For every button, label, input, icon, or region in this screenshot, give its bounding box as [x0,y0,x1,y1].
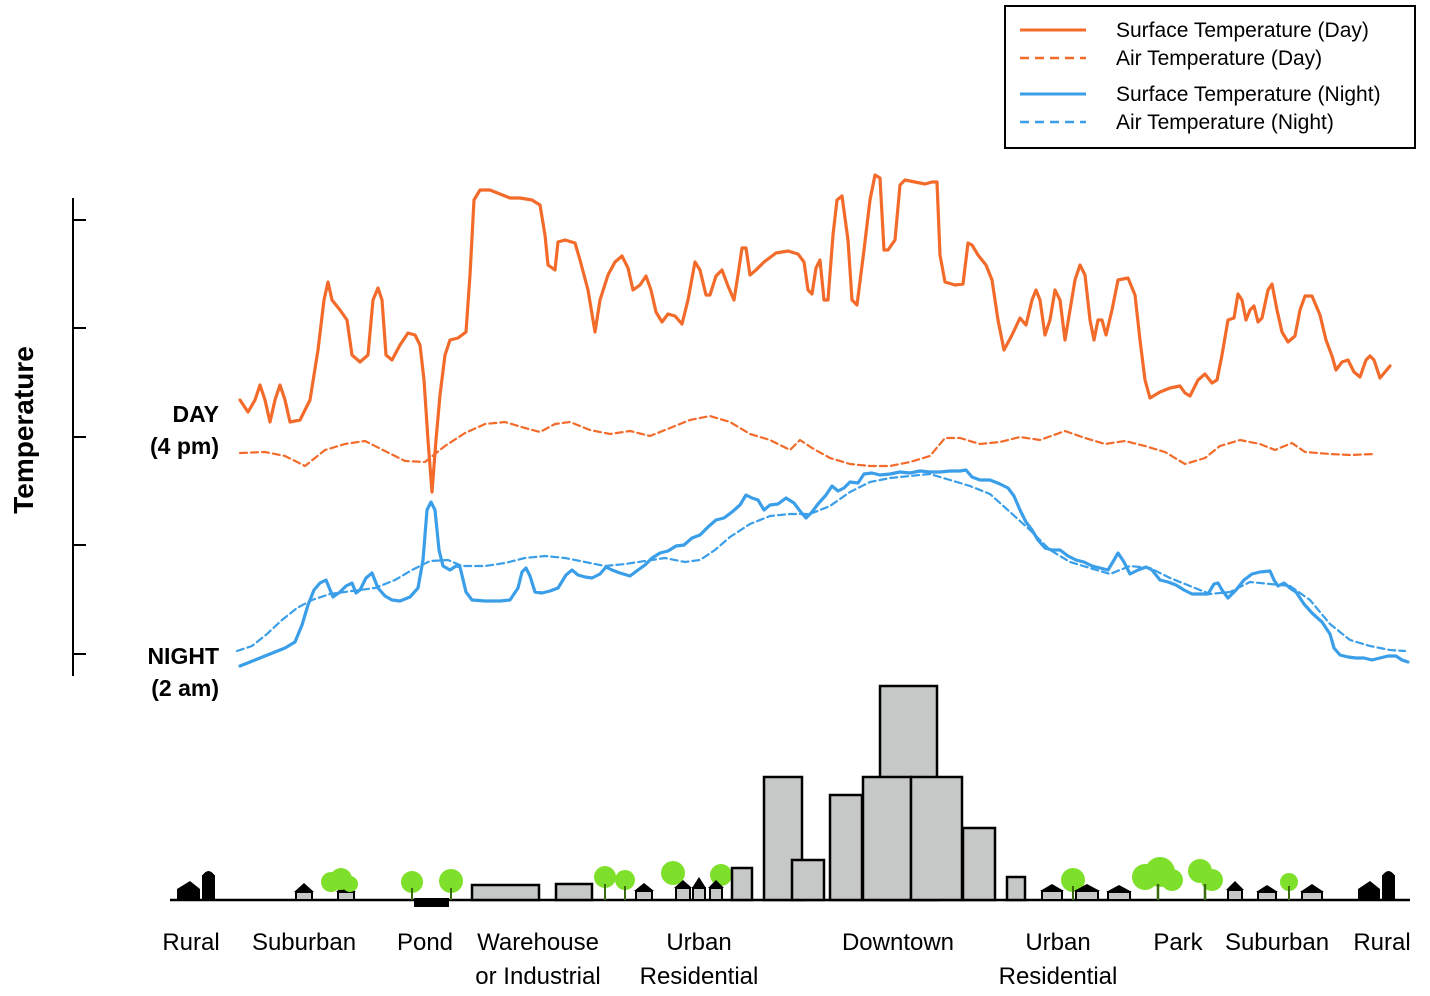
house [1075,890,1099,901]
house-roof [692,877,706,888]
suburban-right [1226,873,1324,901]
house-roof [1040,884,1064,891]
zone-label-suburban-right: Suburban [1225,929,1329,956]
zone-label-warehouse-line2: or Industrial [475,963,600,990]
house-roof [674,880,692,888]
night-surface-temperature-line [238,468,1410,668]
house [635,890,653,901]
building [790,858,826,902]
y-axis: Temperature [8,198,86,676]
zone-label-urban-residential-left-line2: Residential [640,963,759,990]
zone-label-downtown: Downtown [842,929,954,956]
legend: Surface Temperature (Day) Air Temperatur… [1004,5,1416,149]
day-air-temperature-line [238,414,1377,468]
zone-label-warehouse: Warehouse [477,929,599,956]
warehouse [470,882,594,902]
house [1301,891,1323,901]
tree [1201,869,1223,891]
silo-dome [202,871,215,876]
zone-label-suburban-left: Suburban [252,929,356,956]
legend-label-night-air: Air Temperature (Night) [1116,111,1334,134]
house [1257,891,1277,901]
tree [594,866,616,888]
night-time-label: (2 am) [151,675,219,701]
house [1227,889,1243,901]
building [861,775,913,902]
legend-label-day-air: Air Temperature (Day) [1116,47,1322,70]
house [675,887,691,901]
house [692,887,706,901]
pond [414,898,449,907]
downtown-buildings [762,684,997,902]
silo-dome [1382,871,1395,876]
house-roof [708,880,724,888]
farm-left [177,871,215,900]
building [1005,875,1027,902]
skyline-illustration [170,684,1410,907]
warehouse-building [470,883,541,902]
park-trees [1132,857,1223,900]
tree [439,869,463,893]
farm-right [1358,871,1395,900]
tree [342,876,358,892]
pond-trees [401,869,463,900]
suburban-left [294,868,358,901]
zone-labels: Rural Suburban Pond Warehouse or Industr… [162,929,1410,990]
house-roof [1106,885,1132,892]
warehouse-building [554,882,594,902]
night-label: NIGHT [147,643,219,669]
house [1041,890,1063,901]
zone-label-pond: Pond [397,929,453,956]
zone-label-urban-residential-right: Urban [1025,929,1090,956]
y-axis-title: Temperature [8,346,39,514]
zone-label-urban-residential-right-line2: Residential [999,963,1118,990]
house-roof [1300,884,1324,892]
house-roof [634,883,654,891]
building [961,826,997,902]
zone-label-rural-left: Rural [162,929,219,956]
legend-label-day-surface: Surface Temperature (Day) [1116,19,1369,42]
silo [202,875,215,900]
tree [1280,873,1298,891]
house [295,891,313,901]
zone-label-rural-right: Rural [1353,929,1410,956]
day-label: DAY [173,401,219,427]
house [709,887,723,901]
building [828,793,864,902]
day-time-label: (4 pm) [150,433,219,459]
tree [1061,868,1085,892]
silo [1382,875,1395,900]
house-roof [1226,881,1244,890]
house-roof [1074,884,1100,891]
barn [1358,881,1380,900]
house-roof [1256,885,1278,892]
zone-label-park: Park [1153,929,1203,956]
house [337,891,355,901]
day-surface-temperature-line [238,173,1392,494]
building [730,866,754,902]
house [1107,891,1131,901]
temperature-curves [235,173,1410,668]
urban-residential-right [1005,868,1132,902]
tree [615,870,635,890]
house-roof [294,883,314,892]
building [909,775,964,902]
tree [661,861,685,885]
urban-residential-left [594,861,754,902]
barn [177,881,200,900]
legend-label-night-surface: Surface Temperature (Night) [1116,83,1381,106]
tree [1161,869,1183,891]
side-labels: DAY (4 pm) NIGHT (2 am) [147,401,219,701]
zone-label-urban-residential-left: Urban [666,929,731,956]
tree [401,871,423,893]
